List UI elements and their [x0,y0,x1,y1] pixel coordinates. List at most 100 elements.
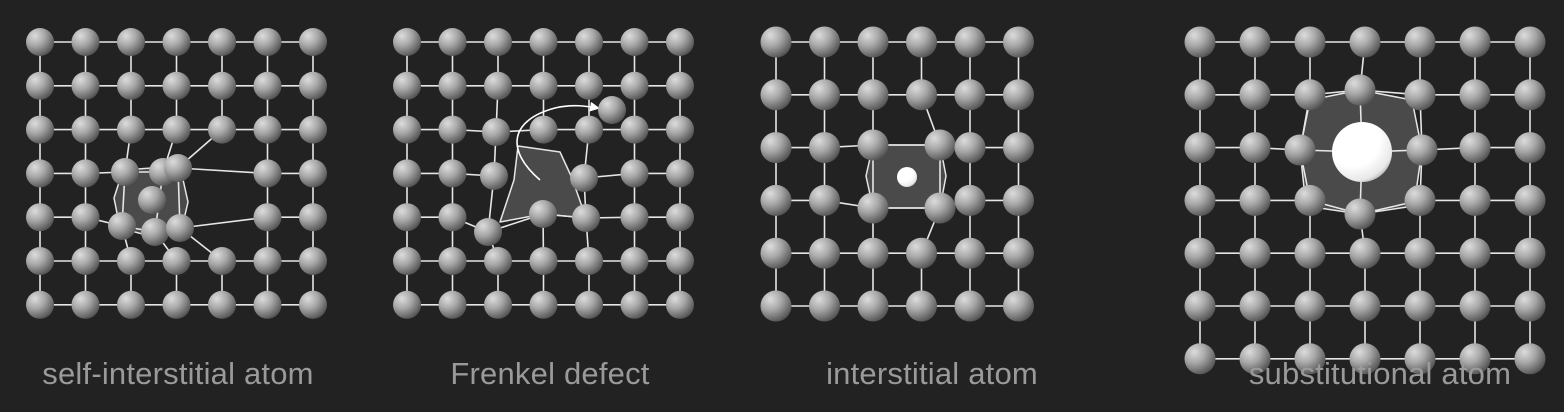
lattice-atom [164,154,192,182]
lattice-atom [954,290,986,322]
lattice-atom [857,237,889,269]
lattice-atom [529,71,558,100]
lattice-atom [208,290,236,319]
lattice-atom [71,71,100,100]
lattice-atom [760,237,792,269]
lattice-atom [117,71,145,100]
lattice-atom [71,247,100,275]
lattice-atom [1294,79,1326,111]
lattice-atom [1406,134,1438,166]
lattice-atom [924,129,956,161]
lattice-atom [253,159,282,188]
lattice-atom [208,247,236,275]
lattice-atom [1514,290,1546,322]
lattice-atom [857,290,889,322]
lattice-atom [1514,132,1546,164]
lattice-atom [1003,290,1034,322]
lattice-atom [1284,134,1316,166]
lattice-atom [299,203,327,232]
lattice-atom [162,71,191,100]
lattice-atom [1514,79,1546,111]
caption-frenkel-defect: Frenkel defect [450,356,650,391]
lattice-atom [1294,26,1326,58]
lattice-atom [1184,79,1216,111]
lattice-atom [26,115,54,144]
lattice-atom [253,290,282,319]
lattice-atom [1003,132,1034,164]
lattice-atom [71,203,100,232]
lattice-atom [954,132,986,164]
lattice-atom [393,28,421,56]
lattice-atom [1239,343,1271,375]
lattice-atom [26,159,54,188]
lattice-atom [1239,290,1271,322]
lattice-atom [1003,26,1034,58]
caption-substitutional-atom: substitutional atom [1248,356,1512,391]
lattice-atom [529,115,558,144]
lattice-atom [1404,237,1436,269]
lattice-atom [474,218,502,246]
lattice-atom [906,237,937,269]
lattice-atom [253,71,282,100]
lattice-atom [529,290,558,319]
lattice-atom [141,218,169,246]
lattice-atom [393,71,421,100]
lattice-atom [954,237,986,269]
lattice-atom [393,159,421,188]
lattice-atom [620,290,649,319]
lattice-atom [1184,132,1216,164]
lattice-atom [1184,237,1216,269]
lattice-atom [299,115,327,144]
lattice-atom [666,203,694,232]
lattice-atom [529,247,558,275]
lattice-atom [299,159,327,188]
lattice-atom [1294,237,1326,269]
lattice-atom [620,203,649,232]
lattice-atom [1003,237,1034,269]
lattice-atom [1459,290,1491,322]
lattice-atom [1459,343,1491,375]
lattice-atom [666,115,694,144]
lattice-atom [575,28,603,56]
lattice-atom [208,71,236,100]
caption-self-interstitial: self-interstitial atom [42,356,314,391]
lattice-atom [208,28,236,56]
panel-self-interstitial [26,28,327,319]
self-interstitial-atom [138,186,166,214]
lattice-atom [666,28,694,56]
substitutional-atom [1332,122,1392,182]
lattice-atom [1404,290,1436,322]
lattice-atom [809,237,840,269]
lattice-atom [1514,343,1546,375]
lattice-atom [1404,26,1436,58]
lattice-atom [760,79,792,111]
lattice-atom [954,26,986,58]
lattice-atom [1514,184,1546,216]
lattice-atom [299,71,327,100]
lattice-atom [253,247,282,275]
lattice-atom [162,28,191,56]
lattice-atom [760,26,792,58]
lattice-atom [620,115,649,144]
lattice-atom [1459,184,1491,216]
lattice-atom [166,214,194,242]
lattice-atom [71,159,100,188]
lattice-atom [71,115,100,144]
lattice-atom [480,162,508,190]
lattice-atom [438,28,467,56]
lattice-atom [117,290,145,319]
lattice-atom [299,247,327,275]
lattice-atom [1459,237,1491,269]
lattice-atom [1003,184,1034,216]
lattice-atom [1003,79,1034,111]
lattice-atom [162,290,191,319]
lattice-atom [809,79,840,111]
lattice-atom [1294,290,1326,322]
lattice-atom [1404,343,1436,375]
lattice-atom [1349,237,1381,269]
lattice-atom [1344,198,1376,230]
lattice-atom [26,28,54,56]
lattice-atom [1239,184,1271,216]
lattice-atom [1514,26,1546,58]
